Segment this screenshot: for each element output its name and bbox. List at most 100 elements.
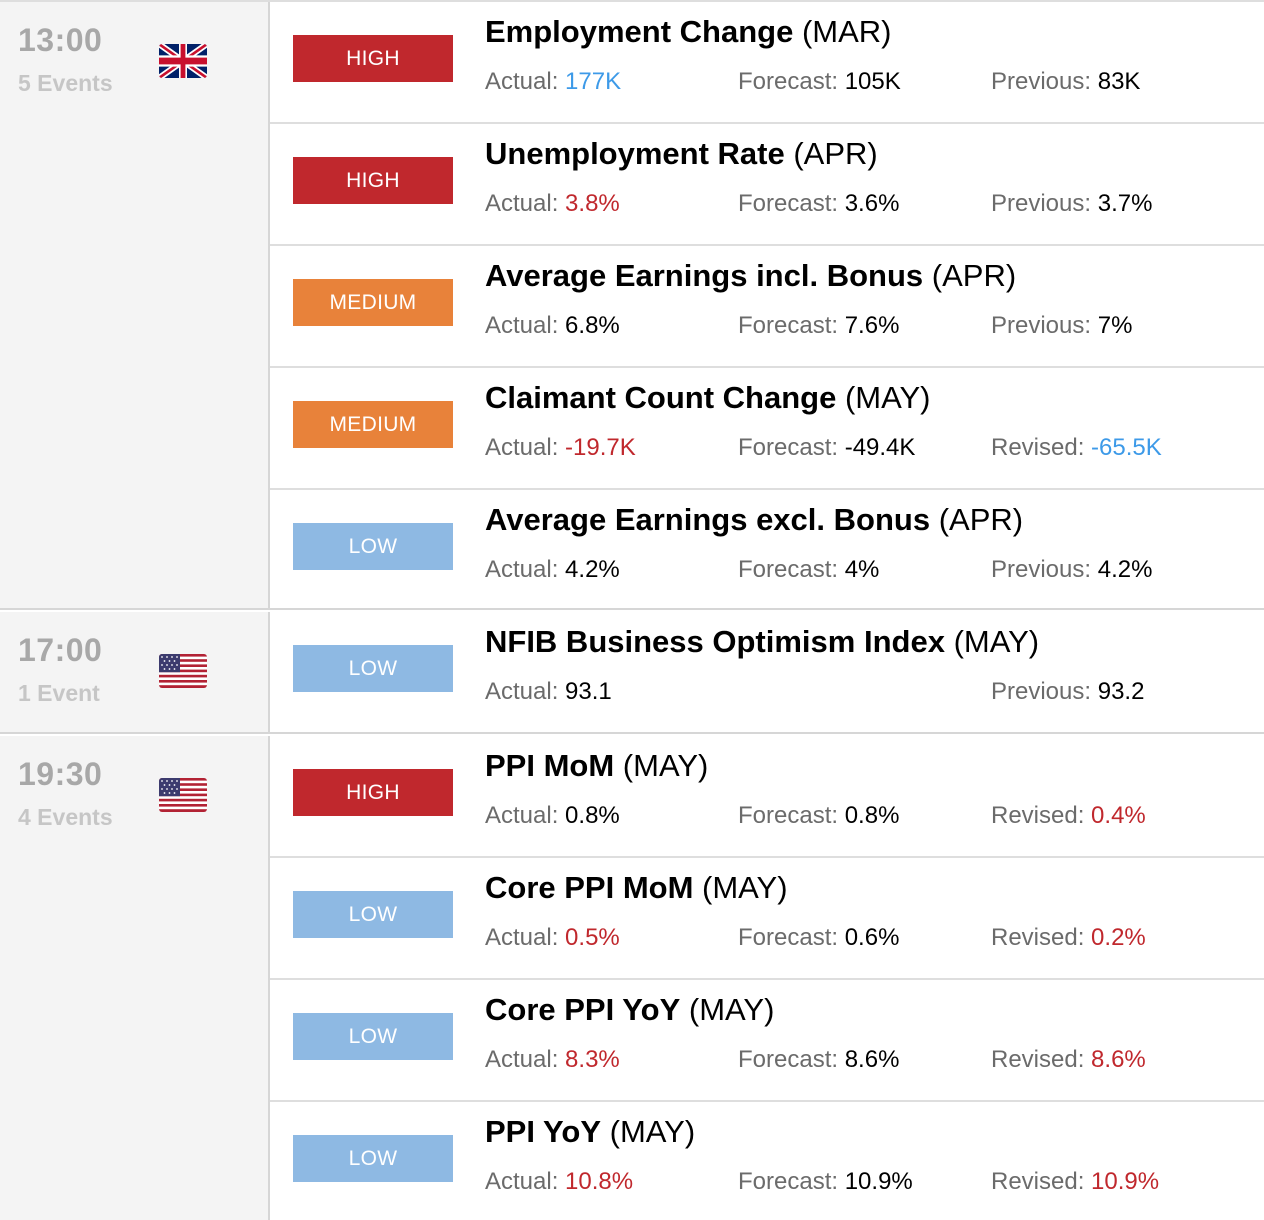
event-title[interactable]: Claimant Count Change (MAY) [485,380,931,416]
forecast-label: Forecast: [738,1168,839,1195]
actual-label: Actual: [485,68,559,95]
previous-label: Previous: [991,556,1092,583]
actual-label: Actual: [485,1168,559,1195]
previous-stat: Previous: 93.2 [991,678,1144,706]
event-row[interactable]: HIGH Unemployment Rate (APR) Actual: 3.8… [270,124,1264,246]
actual-value: 6.8% [565,312,620,339]
actual-value: 3.8% [565,190,620,217]
event-name: Claimant Count Change [485,380,837,415]
actual-value: 8.3% [565,1046,620,1073]
event-name: Core PPI MoM [485,870,694,905]
actual-label: Actual: [485,802,559,829]
event-title[interactable]: NFIB Business Optimism Index (MAY) [485,624,1039,660]
event-row[interactable]: MEDIUM Average Earnings incl. Bonus (APR… [270,246,1264,368]
actual-stat: Actual: 10.8% [485,1168,633,1196]
event-row[interactable]: HIGH PPI MoM (MAY) Actual: 0.8% Forecast… [270,736,1264,858]
previous-stat: Previous: 3.7% [991,190,1152,218]
revised-stat: Revised: 10.9% [991,1168,1159,1196]
event-row[interactable]: LOW PPI YoY (MAY) Actual: 10.8% Forecast… [270,1102,1264,1220]
event-row[interactable]: LOW Core PPI MoM (MAY) Actual: 0.5% Fore… [270,858,1264,980]
event-row[interactable]: LOW NFIB Business Optimism Index (MAY) A… [270,612,1264,734]
previous-label: Previous: [991,190,1092,217]
previous-label: Previous: [991,678,1092,705]
event-count: 4 Events [18,804,113,830]
actual-value: 4.2% [565,556,620,583]
impact-badge: HIGH [293,769,453,816]
previous-stat: Previous: 4.2% [991,556,1152,584]
event-count: 5 Events [18,70,113,96]
actual-label: Actual: [485,190,559,217]
time-column: 19:30 4 Events [0,736,270,1220]
actual-stat: Actual: 6.8% [485,312,620,340]
actual-label: Actual: [485,434,559,461]
event-name: Average Earnings incl. Bonus [485,258,924,293]
forecast-label: Forecast: [738,312,839,339]
forecast-stat: Forecast: 10.9% [738,1168,913,1196]
revised-stat: Revised: 0.2% [991,924,1146,952]
forecast-value: 10.9% [844,1168,913,1195]
forecast-stat: Forecast: 4% [738,556,879,584]
event-title[interactable]: Unemployment Rate (APR) [485,136,878,172]
forecast-label: Forecast: [738,68,839,95]
event-row[interactable]: MEDIUM Claimant Count Change (MAY) Actua… [270,368,1264,490]
forecast-label: Forecast: [738,1046,839,1073]
previous-value: 83K [1097,68,1141,95]
actual-label: Actual: [485,924,559,951]
previous-stat: Previous: 7% [991,312,1132,340]
forecast-stat: Forecast: 0.8% [738,802,899,830]
event-title[interactable]: Core PPI YoY (MAY) [485,992,774,1028]
forecast-label: Forecast: [738,190,839,217]
event-row[interactable]: LOW Core PPI YoY (MAY) Actual: 8.3% Fore… [270,980,1264,1102]
actual-label: Actual: [485,556,559,583]
event-title[interactable]: PPI YoY (MAY) [485,1114,695,1150]
group-divider [0,732,1264,734]
forecast-value: 7.6% [844,312,900,339]
event-period: (MAY) [702,870,788,905]
event-name: Unemployment Rate [485,136,785,171]
impact-badge: LOW [293,1013,453,1060]
event-title[interactable]: Average Earnings excl. Bonus (APR) [485,502,1023,538]
event-name: Average Earnings excl. Bonus [485,502,931,537]
impact-badge: LOW [293,891,453,938]
forecast-label: Forecast: [738,802,839,829]
revised-stat: Revised: -65.5K [991,434,1162,462]
forecast-label: Forecast: [738,434,839,461]
forecast-stat: Forecast: 3.6% [738,190,899,218]
revised-label: Revised: [991,1168,1085,1195]
previous-label: Previous: [991,312,1092,339]
event-title[interactable]: Average Earnings incl. Bonus (APR) [485,258,1016,294]
event-period: (MAY) [953,624,1040,659]
event-name: Core PPI YoY [485,992,681,1027]
forecast-value: 105K [844,68,901,95]
impact-badge: HIGH [293,157,453,204]
time-group-1300: 13:00 5 Events HIGH Employment Change (M… [0,2,1264,610]
actual-stat: Actual: 3.8% [485,190,620,218]
event-period: (APR) [931,258,1017,293]
event-title[interactable]: Employment Change (MAR) [485,14,892,50]
event-time: 17:00 [18,632,103,668]
event-period: (MAY) [844,380,931,415]
event-title[interactable]: Core PPI MoM (MAY) [485,870,788,906]
actual-value: 177K [565,68,622,95]
event-row[interactable]: LOW Average Earnings excl. Bonus (APR) A… [270,490,1264,610]
event-name: NFIB Business Optimism Index [485,624,945,659]
actual-value: 0.5% [565,924,620,951]
revised-label: Revised: [991,802,1085,829]
actual-stat: Actual: 177K [485,68,621,96]
forecast-label: Forecast: [738,556,839,583]
impact-badge: LOW [293,645,453,692]
forecast-label: Forecast: [738,924,839,951]
revised-value: 10.9% [1091,1168,1160,1195]
event-time: 19:30 [18,756,103,792]
event-row[interactable]: HIGH Employment Change (MAR) Actual: 177… [270,2,1264,124]
revised-label: Revised: [991,1046,1085,1073]
actual-label: Actual: [485,678,559,705]
actual-value: 0.8% [565,802,620,829]
event-name: PPI YoY [485,1114,602,1149]
group-divider [0,608,1264,610]
revised-label: Revised: [991,434,1085,461]
uk-flag-icon [159,44,207,78]
forecast-stat: Forecast: 8.6% [738,1046,899,1074]
event-title[interactable]: PPI MoM (MAY) [485,748,708,784]
